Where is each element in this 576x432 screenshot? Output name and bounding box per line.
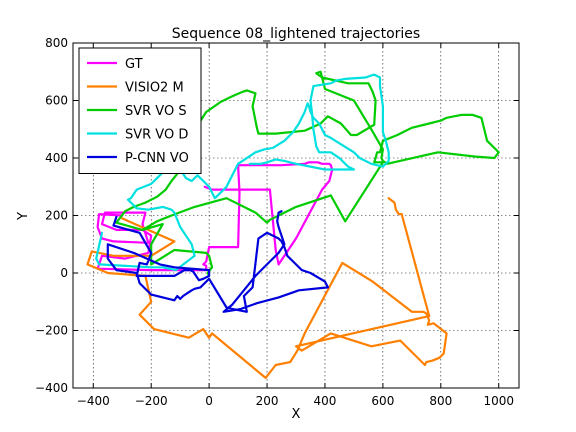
y-tick-label: 600 (45, 94, 68, 108)
legend-box (78, 47, 202, 174)
x-tick-label: 1000 (483, 394, 514, 408)
x-tick-label: 200 (256, 394, 279, 408)
legend-label: VISIO2 M (125, 81, 184, 96)
series-line-svr-vo-s (115, 70, 500, 277)
y-tick-label: 200 (45, 209, 68, 223)
series-line-p-cnn-vo (106, 210, 329, 313)
legend-label: SVR VO S (125, 104, 187, 119)
chart-title: Sequence 08_lightened trajectories (172, 26, 420, 42)
series-layer (86, 70, 500, 379)
y-tick-label: 400 (45, 151, 68, 165)
series-line-svr-vo-d (95, 73, 390, 272)
legend: GT VISIO2 M SVR VO S SVR VO D P-CNN VO (78, 47, 202, 174)
series-line-visio2-m (86, 197, 448, 379)
x-tick-label: 800 (429, 394, 452, 408)
y-tick-label: 800 (45, 36, 68, 50)
y-tick-label: −400 (35, 381, 68, 395)
x-axis-label: X (292, 407, 301, 422)
x-tick-label: 600 (371, 394, 394, 408)
series-line-gt (96, 161, 334, 272)
x-tick-label: 400 (314, 394, 337, 408)
y-axis-label: Y (16, 212, 31, 221)
legend-label: SVR VO D (125, 128, 188, 143)
legend-label: GT (125, 57, 143, 72)
x-tick-label: −400 (77, 394, 110, 408)
x-tick-label: −200 (135, 394, 168, 408)
legend-label: P-CNN VO (125, 151, 189, 166)
axis-ticks: −400 −200 0 200 400 600 800 1000 −400 −200 0 200 400… (35, 36, 519, 408)
y-tick-label: −200 (35, 324, 68, 338)
y-tick-label: 0 (60, 266, 68, 280)
x-tick-label: 0 (205, 394, 213, 408)
